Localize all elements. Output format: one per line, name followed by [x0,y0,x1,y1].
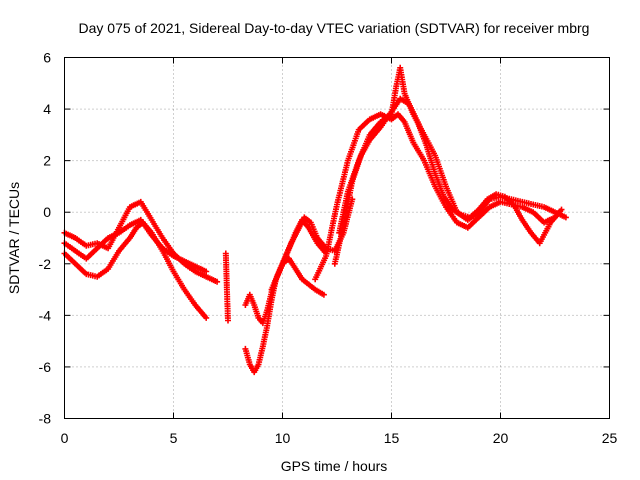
x-tick-label: 15 [384,430,400,446]
y-tick-label: -8 [39,411,52,427]
y-axis-label: SDTVAR / TECUs [6,182,22,294]
tick-labels: 0 5 10 15 20 25 -8 -6 -4 -2 0 2 4 6 [39,50,618,447]
axis-ticks [64,57,610,419]
data-series-track-10 [336,64,569,236]
plot-area [61,64,569,376]
y-tick-label: 0 [43,204,51,220]
data-series-track-4 [222,250,231,324]
y-tick-label: 2 [43,153,51,169]
x-tick-label: 0 [61,430,69,446]
x-tick-label: 20 [493,430,509,446]
chart-title: Day 075 of 2021, Sidereal Day-to-day VTE… [79,20,590,36]
y-tick-label: 6 [43,50,51,66]
y-tick-label: -2 [39,256,52,272]
y-tick-label: -4 [39,307,52,323]
x-tick-label: 10 [275,430,291,446]
y-tick-label: 4 [43,101,51,117]
plot-frame [64,57,610,419]
y-tick-label: -6 [39,359,52,375]
x-tick-label: 5 [170,430,178,446]
x-axis-label: GPS time / hours [281,458,388,474]
x-tick-label: 25 [602,430,618,446]
